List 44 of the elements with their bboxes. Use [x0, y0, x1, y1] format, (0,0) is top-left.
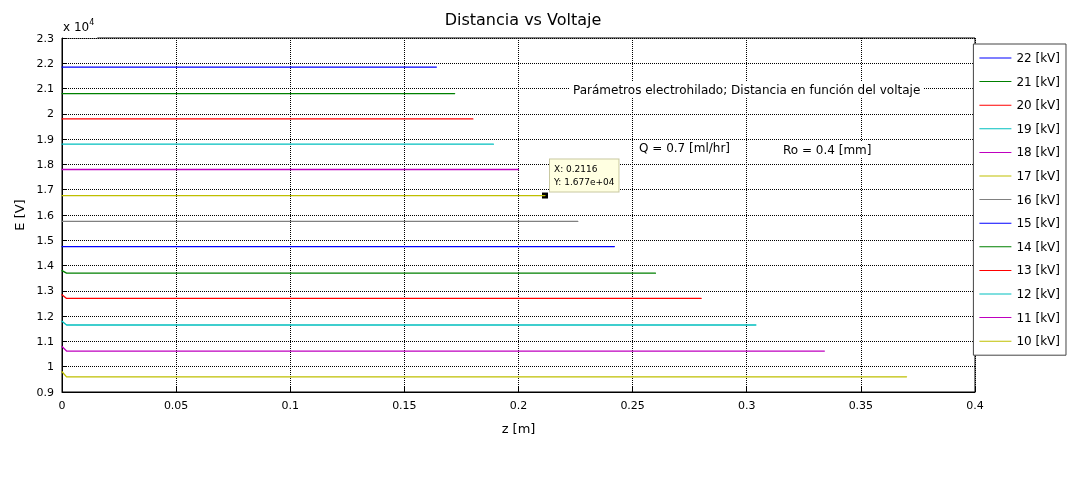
x-tick-label: 0.25 [620, 399, 645, 412]
x-tick-label: 0.3 [738, 399, 756, 412]
y-axis-title: E [V] [11, 199, 27, 231]
x-tick-label: 0.1 [281, 399, 299, 412]
y-tick-label: 1.9 [36, 132, 54, 146]
annotation: Q = 0.7 [ml/hr] [639, 141, 730, 155]
y-tick-label: 1.7 [36, 183, 54, 197]
legend-label: 13 [kV] [1016, 263, 1060, 278]
y-tick-label: 1.8 [36, 157, 54, 171]
chart-title: Distancia vs Voltaje [444, 9, 602, 29]
annotation: X: 0.2116 Y: 1.677e+04 [552, 164, 615, 188]
x-axis-title: z [m] [501, 421, 536, 436]
y-tick-label: 2.1 [36, 82, 54, 96]
y-tick-label: 1.2 [36, 309, 54, 323]
y-tick-label: 1 [47, 360, 54, 374]
x-tick-label: 0.2 [509, 399, 528, 412]
y-tick-label: 2.3 [36, 31, 54, 45]
x-tick-label: 0.35 [848, 399, 874, 412]
legend-label: 16 [kV] [1016, 192, 1060, 207]
legend-label: 22 [kV] [1016, 51, 1060, 65]
annotation: Ro = 0.4 [mm] [783, 143, 872, 157]
legend-label: 19 [kV] [1016, 121, 1060, 136]
x-tick-label: 0 [58, 399, 66, 412]
legend-label: 12 [kV] [1016, 287, 1060, 301]
legend-label: 17 [kV] [1016, 169, 1060, 183]
legend-label: 15 [kV] [1016, 216, 1060, 231]
y-tick-label: 2 [47, 107, 54, 121]
y-tick-label: 1.6 [36, 208, 54, 222]
x-tick-label: 0.4 [966, 399, 984, 412]
y-tick-label: 2.2 [36, 56, 54, 70]
legend-label: 10 [kV] [1016, 334, 1060, 349]
legend-label: 20 [kV] [1016, 98, 1060, 113]
legend-label: 21 [kV] [1016, 74, 1060, 89]
legend-label: 14 [kV] [1016, 239, 1060, 254]
legend-label: 11 [kV] [1016, 310, 1060, 325]
annotation: Parámetros electrohilado; Distancia en función del voltaje [573, 83, 921, 97]
y-tick-label: 1.4 [36, 259, 54, 273]
legend-label: 18 [kV] [1016, 145, 1060, 160]
x-tick-label: 0.15 [392, 399, 417, 412]
y-tick-label: 1.5 [36, 233, 54, 247]
y-tick-label: 1.1 [36, 334, 54, 348]
x-tick-label: 0.05 [163, 399, 189, 412]
y-tick-label: 0.9 [36, 385, 54, 399]
y-tick-label: 1.3 [36, 284, 54, 298]
